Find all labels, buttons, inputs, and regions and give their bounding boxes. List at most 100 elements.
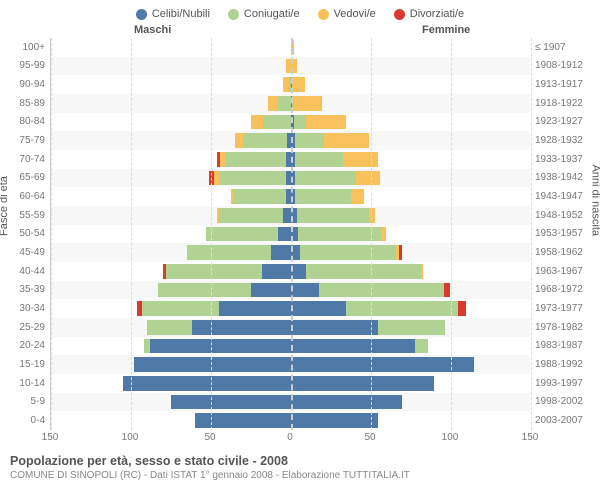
bar-segment <box>291 376 435 391</box>
bar-segment <box>421 264 423 279</box>
bar-segment <box>291 320 379 335</box>
birth-label: 1978-1982 <box>535 322 600 333</box>
bar-segment <box>251 115 264 130</box>
age-label: 0-4 <box>0 415 45 426</box>
birth-label: 1908-1912 <box>535 60 600 71</box>
legend-item: Celibi/Nubili <box>136 8 210 20</box>
grid-line <box>131 38 132 430</box>
female-half <box>291 57 531 76</box>
female-half <box>291 337 531 356</box>
bar-segment <box>291 339 416 354</box>
age-label: 20-24 <box>0 340 45 351</box>
female-half <box>291 411 531 430</box>
birth-label: 1918-1922 <box>535 98 600 109</box>
bar-segment <box>291 283 320 298</box>
male-half <box>51 299 291 318</box>
birth-label: 1968-1972 <box>535 284 600 295</box>
birth-label: 1953-1957 <box>535 228 600 239</box>
bar-segment <box>134 357 290 372</box>
bar-segment <box>295 171 356 186</box>
birth-label: 1993-1997 <box>535 378 600 389</box>
age-label: 15-19 <box>0 359 45 370</box>
age-label: 85-89 <box>0 98 45 109</box>
bar-segment <box>295 133 324 148</box>
female-half <box>291 94 531 113</box>
header-male: Maschi <box>134 24 171 36</box>
birth-label: 2003-2007 <box>535 415 600 426</box>
bar-segment <box>291 395 403 410</box>
bar-segment <box>458 301 466 316</box>
age-label: 65-69 <box>0 172 45 183</box>
female-half <box>291 355 531 374</box>
male-half <box>51 113 291 132</box>
age-label: 95-99 <box>0 60 45 71</box>
female-half <box>291 262 531 281</box>
age-label: 75-79 <box>0 135 45 146</box>
bar-segment <box>399 245 402 260</box>
bar-segment <box>294 96 323 111</box>
bar-segment <box>278 96 291 111</box>
bar-segment <box>356 171 380 186</box>
male-half <box>51 393 291 412</box>
female-half <box>291 150 531 169</box>
birth-label: 1988-1992 <box>535 359 600 370</box>
male-half <box>51 262 291 281</box>
bar-segment <box>294 115 307 130</box>
x-tick: 50 <box>364 432 375 443</box>
age-label: 25-29 <box>0 322 45 333</box>
age-label: 70-74 <box>0 154 45 165</box>
bar-segment <box>187 245 272 260</box>
grid-line <box>451 38 452 430</box>
female-half <box>291 281 531 300</box>
grid-line <box>211 38 212 430</box>
bar-segment <box>263 115 290 130</box>
bar-segment <box>192 320 291 335</box>
age-label: 60-64 <box>0 191 45 202</box>
x-tick: 100 <box>442 432 459 443</box>
female-half <box>291 187 531 206</box>
birth-label: 1943-1947 <box>535 191 600 202</box>
grid-line <box>531 38 532 430</box>
x-tick: 50 <box>204 432 215 443</box>
female-half <box>291 225 531 244</box>
female-half <box>291 169 531 188</box>
bar-segment <box>343 152 378 167</box>
legend-label: Divorziati/e <box>410 8 464 20</box>
age-label: 45-49 <box>0 247 45 258</box>
birth-label: 1938-1942 <box>535 172 600 183</box>
bar-segment <box>291 301 347 316</box>
bar-segment <box>381 227 386 242</box>
legend-label: Celibi/Nubili <box>152 8 210 20</box>
bar-segment <box>171 395 291 410</box>
age-label: 90-94 <box>0 79 45 90</box>
bar-segment <box>219 171 286 186</box>
age-label: 80-84 <box>0 116 45 127</box>
bar-segment <box>295 152 343 167</box>
female-half <box>291 38 531 57</box>
age-label: 5-9 <box>0 396 45 407</box>
legend: Celibi/NubiliConiugati/eVedovi/eDivorzia… <box>0 0 600 24</box>
male-half <box>51 94 291 113</box>
birth-label: 1928-1932 <box>535 135 600 146</box>
birth-label: 1933-1937 <box>535 154 600 165</box>
x-tick: 100 <box>122 432 139 443</box>
grid-line <box>51 38 52 430</box>
birth-label: 1958-1962 <box>535 247 600 258</box>
female-half <box>291 299 531 318</box>
bar-segment <box>225 152 286 167</box>
female-half <box>291 374 531 393</box>
age-label: 100+ <box>0 42 45 53</box>
legend-swatch <box>318 9 329 20</box>
male-half <box>51 225 291 244</box>
female-half <box>291 113 531 132</box>
bar-segment <box>300 245 396 260</box>
x-tick: 150 <box>522 432 539 443</box>
male-half <box>51 355 291 374</box>
x-tick: 150 <box>42 432 59 443</box>
bar-segment <box>378 320 445 335</box>
birth-label: 1983-1987 <box>535 340 600 351</box>
male-half <box>51 57 291 76</box>
bar-segment <box>283 208 291 223</box>
bar-segment <box>206 227 278 242</box>
legend-item: Coniugati/e <box>228 8 300 20</box>
